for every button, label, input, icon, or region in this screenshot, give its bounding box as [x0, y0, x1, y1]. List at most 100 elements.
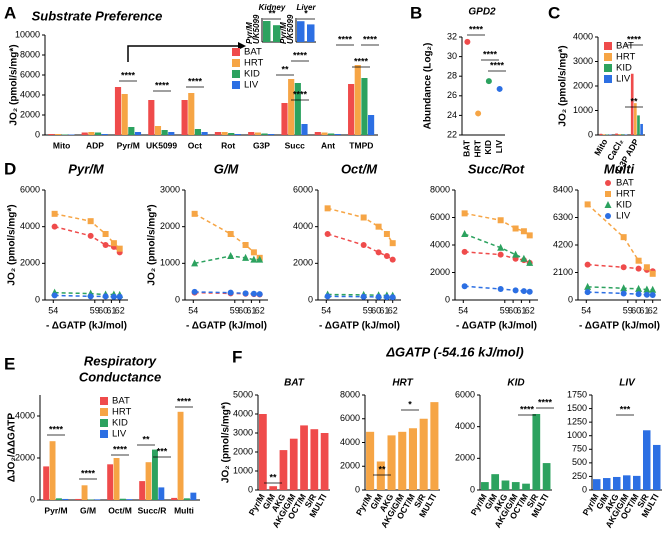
x-tick-label: 59 — [230, 305, 240, 315]
x-tick-label: ADP — [86, 140, 104, 150]
legend-marker — [605, 213, 611, 219]
bar — [152, 449, 158, 500]
significance: **** — [113, 444, 128, 454]
bar — [328, 133, 335, 135]
x-tick-label: LIV — [494, 140, 504, 154]
bar — [61, 134, 68, 135]
marker — [375, 223, 382, 230]
marker — [497, 217, 504, 224]
panel-letter: F — [232, 347, 242, 366]
x-tick-label: 62 — [648, 305, 658, 315]
bar — [177, 411, 184, 500]
marker — [512, 287, 519, 294]
chart-title: KID — [507, 378, 524, 389]
significance: ** — [630, 96, 638, 106]
marker — [110, 293, 117, 300]
legend-label: KID — [616, 200, 632, 211]
significance: **** — [338, 34, 353, 44]
y-tick-label: 2000 — [293, 258, 313, 268]
bar — [633, 475, 641, 490]
y-axis-label: JO₂ (pmol/s/mg*) — [9, 44, 20, 125]
y-tick-label: 3000 — [233, 427, 253, 437]
marker — [520, 254, 528, 262]
marker — [51, 292, 58, 299]
marker — [512, 250, 520, 258]
marker — [360, 242, 367, 248]
marker — [526, 232, 533, 239]
significance: **** — [469, 24, 484, 34]
bar — [408, 428, 417, 490]
marker — [520, 288, 527, 295]
y-tick-label: 250 — [572, 471, 587, 481]
y-tick-label: 32 — [447, 31, 457, 41]
marker — [584, 282, 592, 290]
marker — [512, 225, 519, 232]
bar — [201, 132, 208, 135]
x-tick-label: Succ/R — [138, 505, 167, 515]
panel-letter: C — [548, 3, 560, 22]
x-tick-label: Pyr/M — [245, 22, 254, 44]
marker — [526, 288, 533, 295]
bar — [613, 476, 621, 490]
group-title: ΔGATP (-54.16 kJ/mol) — [385, 344, 523, 359]
dot — [496, 85, 503, 92]
significance: ** — [378, 464, 386, 474]
bar — [234, 134, 241, 135]
legend-swatch — [232, 81, 240, 89]
marker — [191, 210, 198, 217]
bar — [621, 134, 625, 135]
significance: **** — [363, 34, 378, 44]
bar — [289, 438, 298, 490]
legend-swatch — [100, 397, 108, 405]
marker — [461, 248, 468, 255]
bar — [354, 65, 361, 135]
y-tick-label: 0 — [308, 294, 313, 304]
bar — [139, 481, 146, 500]
marker — [649, 270, 656, 277]
marker — [620, 264, 627, 271]
bar — [168, 132, 175, 135]
chart-title: Kidney — [259, 3, 286, 12]
marker — [389, 294, 396, 301]
y-tick-label: 4000 — [430, 239, 450, 249]
bar — [269, 486, 278, 490]
bar — [268, 134, 275, 135]
y-tick-label: 2000 — [455, 453, 475, 463]
legend-marker — [605, 180, 611, 186]
y-tick-label: 6000 — [455, 389, 475, 399]
marker — [250, 290, 257, 297]
trend-line — [327, 233, 394, 261]
marker — [584, 261, 591, 268]
y-tick-label: 1750 — [567, 389, 587, 399]
bar — [259, 414, 267, 490]
x-tick-label: 60 — [371, 305, 381, 315]
y-tick-label: 4000 — [233, 408, 253, 418]
significance: * — [304, 8, 308, 18]
bar — [542, 463, 551, 490]
y-tick-label: 0 — [35, 294, 40, 304]
bar — [134, 132, 142, 135]
x-tick-label: Mito — [53, 140, 70, 150]
y-tick-label: 5000 — [233, 389, 253, 399]
x-tick-label: Oct — [188, 140, 202, 150]
marker — [191, 288, 198, 295]
bar — [637, 115, 640, 135]
bar — [361, 78, 368, 135]
bar — [281, 103, 288, 135]
bar — [184, 498, 190, 500]
y-axis-label: JO₂ (pmol/s/mg*) — [558, 45, 569, 126]
marker — [87, 232, 94, 239]
bar — [145, 462, 152, 500]
dot — [475, 110, 482, 117]
y-tick-label: 3000 — [160, 184, 180, 194]
bar — [279, 450, 288, 490]
y-tick-label: 24 — [447, 110, 457, 120]
x-axis-label: - ΔGATP (kJ/mol) — [579, 321, 660, 332]
y-tick-label: 2100 — [553, 267, 573, 277]
significance: **** — [177, 396, 192, 406]
trend-line — [327, 207, 394, 244]
y-tick-label: 1250 — [567, 417, 587, 427]
marker — [256, 291, 263, 298]
marker — [256, 255, 264, 263]
trend-line — [194, 255, 260, 265]
